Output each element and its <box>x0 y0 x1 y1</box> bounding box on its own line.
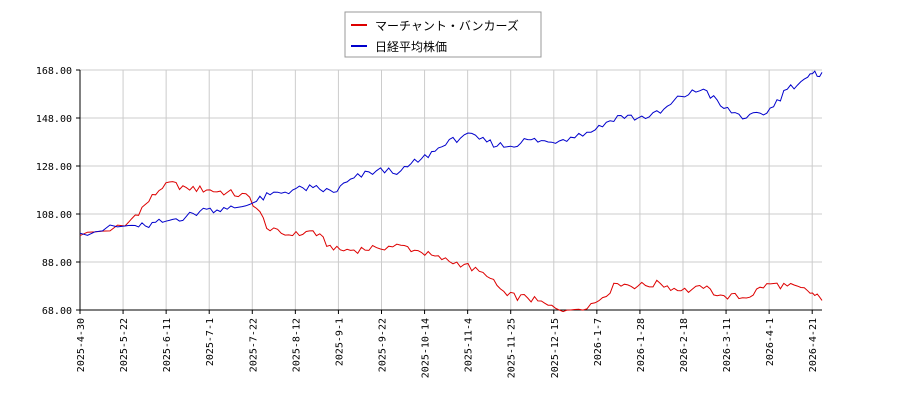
x-tick-label: 2026-3-11 <box>722 318 733 372</box>
series-line-1 <box>79 181 823 313</box>
x-tick-label: 2026-4-1 <box>765 318 776 366</box>
x-tick-label: 2025-4-30 <box>76 318 87 372</box>
x-tick-label: 2025-6-11 <box>162 318 173 372</box>
x-tick-label: 2025-7-22 <box>248 318 259 372</box>
x-tick-label: 2025-12-15 <box>550 318 561 378</box>
x-tick-label: 2025-5-22 <box>119 318 130 372</box>
x-tick-label: 2026-4-21 <box>808 318 819 372</box>
series-layer <box>79 70 823 313</box>
x-tick-label: 2025-11-4 <box>464 318 475 372</box>
y-tick-label: 88.00 <box>42 258 72 269</box>
legend-label: 日経平均株価 <box>375 39 447 54</box>
x-tick-label: 2025-11-25 <box>507 318 518 378</box>
series-line-2 <box>79 70 823 236</box>
x-tick-label: 2026-1-28 <box>636 318 647 372</box>
y-tick-label: 68.00 <box>42 306 72 317</box>
y-tick-label: 168.00 <box>36 66 72 77</box>
x-tick-label: 2025-9-22 <box>377 318 388 372</box>
legend-box <box>344 11 542 58</box>
x-tick-label: 2025-9-1 <box>334 318 345 366</box>
x-tick-label: 2025-8-12 <box>291 318 302 372</box>
x-tick-label: 2025-7-1 <box>205 318 216 366</box>
axes <box>76 69 822 314</box>
x-tick-label: 2026-1-7 <box>593 318 604 366</box>
legend-label: マーチャント・バンカーズ <box>375 18 519 33</box>
grid <box>79 69 822 311</box>
y-tick-label: 148.00 <box>36 114 72 125</box>
tick-labels: 168.00 148.00 128.00 108.00 88.00 68.00 2025-4… <box>36 66 819 378</box>
y-tick-label: 108.00 <box>36 210 72 221</box>
x-tick-label: 2025-10-14 <box>421 318 432 378</box>
x-tick-label: 2026-2-18 <box>679 318 690 372</box>
y-tick-label: 128.00 <box>36 162 72 173</box>
